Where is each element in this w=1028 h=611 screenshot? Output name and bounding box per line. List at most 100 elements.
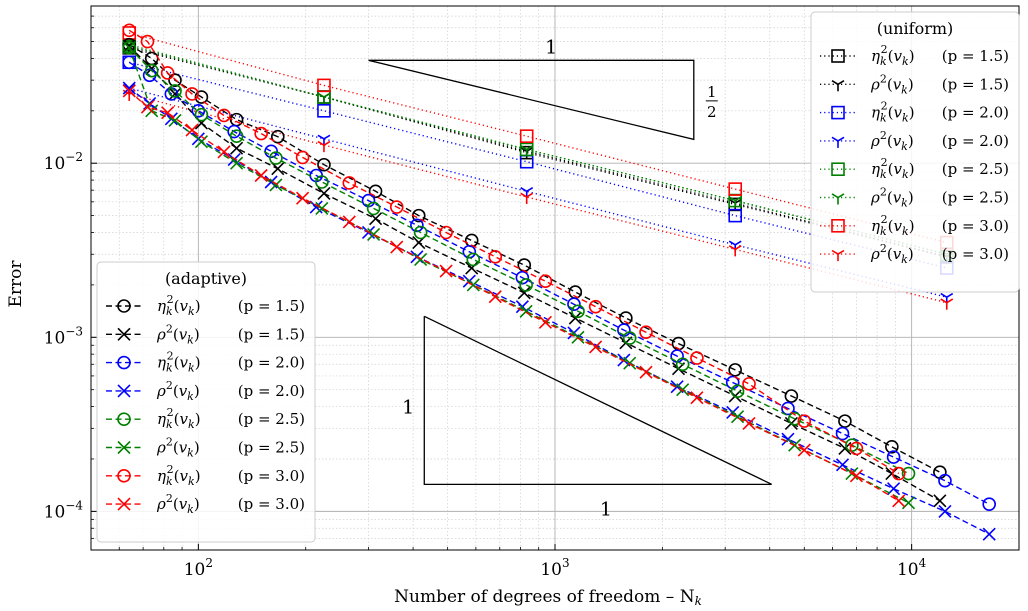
legend-entry-p: (p = 1.5) <box>942 47 1009 65</box>
data-point <box>519 304 533 318</box>
legend-title: (adaptive) <box>165 269 247 288</box>
legend-entry: ηk2(vk) (p = 2.5) <box>106 406 305 431</box>
data-point <box>317 92 331 105</box>
data-point <box>588 299 603 314</box>
data-point <box>413 225 428 240</box>
data-point <box>892 494 906 508</box>
series-line <box>128 47 909 475</box>
triangle-rise-numerator: 1 <box>707 83 717 101</box>
data-point <box>891 466 906 481</box>
series-line <box>128 29 900 475</box>
data-point <box>520 145 534 157</box>
data-point <box>466 278 480 292</box>
legend-entry: ηk2(vk) (p = 2.5) <box>820 156 1009 181</box>
legend-circle-marker <box>117 468 131 483</box>
data-point <box>367 227 381 241</box>
data-point <box>122 84 136 98</box>
data-point <box>728 208 743 223</box>
data-point <box>639 325 653 339</box>
data-point <box>270 129 285 144</box>
data-point <box>185 123 199 137</box>
data-point <box>690 391 704 405</box>
data-point <box>639 365 653 379</box>
data-point <box>982 497 997 511</box>
legend-entry-label: ηk2(vk) <box>157 406 201 431</box>
legend-tri_down-marker <box>831 80 845 92</box>
legend-entry-label: ρ2(vk) <box>870 242 914 266</box>
legend-entry-label: ρ2(vk) <box>870 72 914 96</box>
legend-entry: ηk2(vk) (p = 1.5) <box>106 293 305 318</box>
data-point <box>567 297 581 311</box>
y-tick-label: 10−2 <box>44 150 83 174</box>
y-tick-label: 10−4 <box>44 498 84 522</box>
data-point <box>315 175 329 189</box>
x-tick-label: 102 <box>184 556 213 580</box>
legend-adaptive: (adaptive) ηk2(vk) (p = 1.5) ρ2(vk) (p = 1.5… <box>96 261 316 543</box>
legend-entry: ρ2(vk) (p = 2.0) <box>106 379 305 403</box>
legend-x-marker <box>117 497 131 511</box>
legend-entry-label: ρ2(vk) <box>870 186 914 210</box>
data-point <box>940 298 954 310</box>
data-point <box>185 87 199 101</box>
data-point <box>520 192 534 204</box>
data-point <box>191 104 206 118</box>
legend-tri_down-marker <box>831 249 845 262</box>
legend-entry-p: (p = 2.5) <box>942 160 1009 178</box>
data-point <box>885 439 899 454</box>
legend-entry-p: (p = 3.0) <box>238 495 305 513</box>
legend-entry-p: (p = 2.0) <box>238 354 305 372</box>
legend-entry: ρ2(vk) (p = 2.5) <box>820 186 1009 210</box>
data-point <box>161 106 175 120</box>
data-point <box>269 178 283 192</box>
legend-uniform: (uniform) ηk2(vk) (p = 1.5) ρ2(vk) (p = 1.5)… <box>810 11 1020 293</box>
legend-entry-label: ρ2(vk) <box>156 322 200 346</box>
data-point <box>538 274 553 289</box>
series-line <box>128 87 990 535</box>
series-line <box>129 93 947 304</box>
legend-tri_down-marker <box>831 136 845 148</box>
tick-labels: 102 103 104 10−4 10−3 10−2 <box>44 150 927 580</box>
data-point <box>122 55 137 70</box>
legend-entry-p: (p = 2.0) <box>238 382 305 400</box>
legend-entry-p: (p = 2.5) <box>238 439 305 457</box>
data-point <box>217 108 231 123</box>
data-point <box>982 527 996 541</box>
data-point <box>728 182 743 196</box>
legend-entry-label: ρ2(vk) <box>156 379 200 403</box>
data-point <box>838 414 852 428</box>
data-point <box>781 401 795 416</box>
data-point <box>623 356 637 370</box>
data-point <box>676 383 690 397</box>
legend-entry-label: ηk2(vk) <box>157 350 201 375</box>
legend-entry-label: ρ2(vk) <box>156 492 200 516</box>
legend-tri_down-marker <box>831 193 845 205</box>
data-point <box>465 261 479 275</box>
data-point <box>194 107 209 122</box>
data-point <box>217 145 231 159</box>
legend-entry: ρ2(vk) (p = 1.5) <box>106 322 305 346</box>
data-point <box>342 176 357 190</box>
data-point <box>742 377 756 391</box>
data-point <box>230 141 244 155</box>
series-adaptive-eta-p2.5 <box>122 41 916 481</box>
legend-entry-label: ηk2(vk) <box>871 43 915 68</box>
legend-square-marker <box>831 105 845 120</box>
data-point <box>730 410 745 424</box>
data-point <box>229 129 244 143</box>
series-line <box>128 61 990 505</box>
legend-entry-p: (p = 3.0) <box>942 217 1009 235</box>
data-point <box>439 264 453 278</box>
data-point <box>901 466 916 481</box>
data-point <box>269 151 283 165</box>
data-point <box>571 304 585 319</box>
data-series <box>122 23 997 541</box>
legend-entry: ρ2(vk) (p = 3.0) <box>820 242 1009 266</box>
data-point <box>728 196 742 208</box>
legend-entry: ηk2(vk) (p = 2.0) <box>106 350 305 375</box>
data-point <box>933 494 947 508</box>
data-point <box>466 252 481 267</box>
data-point <box>742 416 756 431</box>
x-tick-label: 104 <box>897 556 927 580</box>
legend-square-marker <box>831 219 845 233</box>
data-point <box>439 225 453 240</box>
